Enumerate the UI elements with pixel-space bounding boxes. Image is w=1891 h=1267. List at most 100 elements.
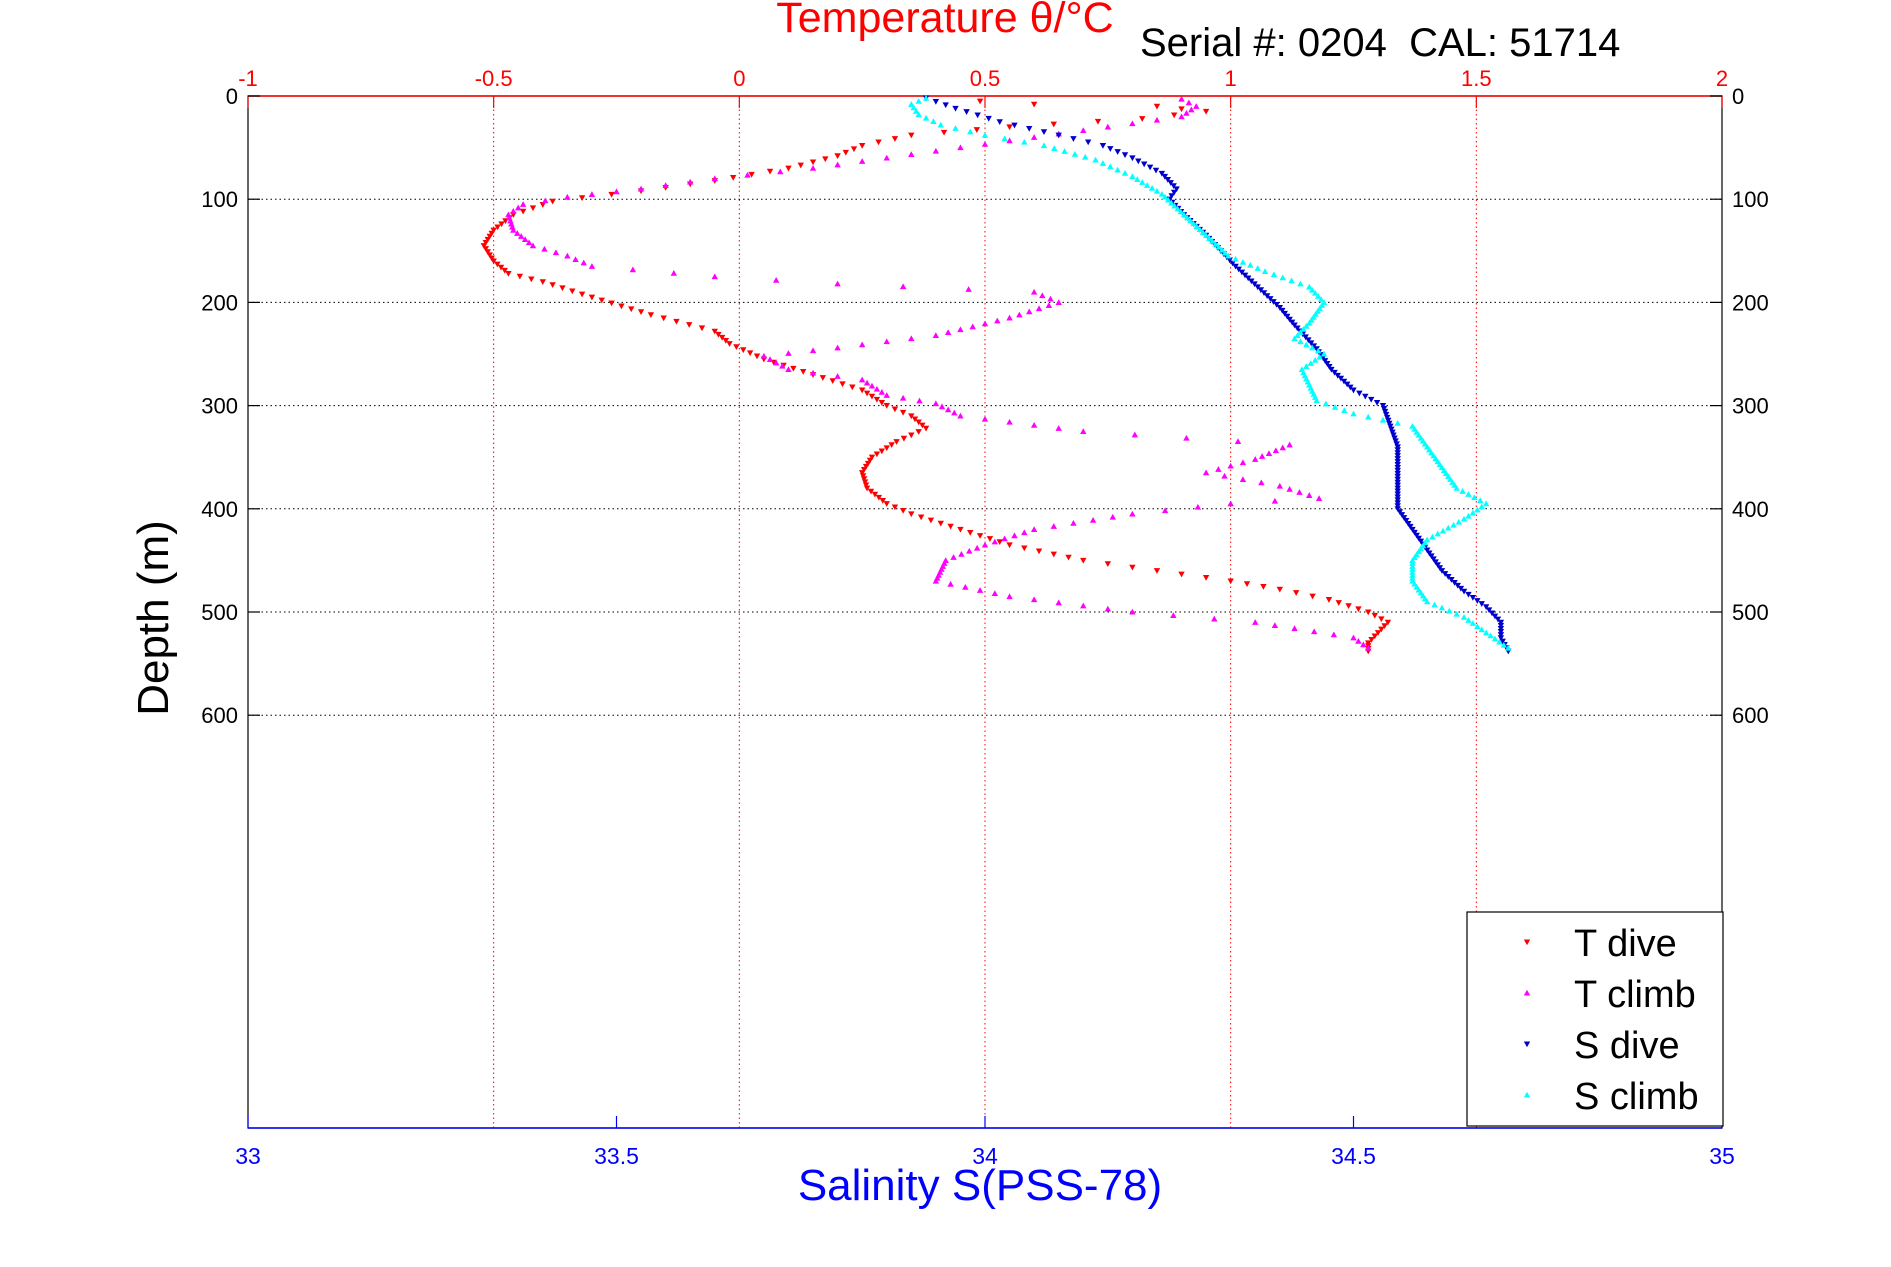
data-point <box>1304 378 1312 385</box>
data-point <box>1107 163 1114 170</box>
data-point <box>572 256 579 262</box>
data-point <box>1045 302 1053 309</box>
data-point <box>519 201 527 207</box>
data-point <box>932 577 940 584</box>
data-point <box>991 590 999 596</box>
depth-tick-label-right: 200 <box>1732 290 1769 315</box>
data-point <box>1383 414 1391 421</box>
data-point <box>539 279 546 285</box>
data-point <box>1006 124 1013 131</box>
data-point <box>1430 556 1437 563</box>
data-point <box>1291 625 1298 632</box>
data-point <box>1337 375 1345 382</box>
data-point <box>1387 423 1394 430</box>
data-point <box>1173 186 1180 193</box>
data-point <box>871 491 879 498</box>
depth-tick-label-left: 400 <box>201 497 238 522</box>
data-point <box>888 442 895 449</box>
data-point <box>718 334 726 341</box>
data-point <box>1436 461 1444 468</box>
data-point <box>891 136 899 142</box>
data-point <box>1491 613 1499 620</box>
data-point <box>1209 238 1216 244</box>
data-point <box>1449 479 1456 485</box>
data-point <box>899 283 907 290</box>
salinity-tick-label: 33.5 <box>594 1143 639 1169</box>
data-point <box>927 517 935 524</box>
data-point <box>1465 491 1472 497</box>
data-point <box>687 178 694 185</box>
data-point <box>867 488 875 495</box>
data-point <box>1183 434 1190 441</box>
data-point <box>1394 479 1401 486</box>
data-point <box>1316 353 1323 360</box>
data-point <box>868 382 876 389</box>
data-point <box>1417 538 1425 545</box>
data-point <box>875 494 883 501</box>
data-point <box>1424 547 1431 554</box>
data-point <box>1465 512 1472 519</box>
data-point <box>1379 416 1387 423</box>
depth-tick-label-right: 100 <box>1732 187 1769 212</box>
data-point <box>1227 462 1234 469</box>
data-point <box>922 425 930 432</box>
data-point <box>1180 211 1188 218</box>
data-point <box>1301 372 1309 379</box>
data-point <box>985 115 992 122</box>
depth-tick-label-left: 0 <box>226 84 238 109</box>
data-point <box>1006 418 1013 425</box>
data-point <box>965 286 972 292</box>
data-point <box>497 264 505 271</box>
data-point <box>1445 574 1452 580</box>
data-point <box>1320 350 1328 357</box>
data-point <box>1089 516 1097 523</box>
data-point <box>484 249 491 256</box>
depth-tick-label-right: 400 <box>1732 497 1769 522</box>
data-point <box>1311 356 1319 363</box>
data-point <box>618 303 625 310</box>
data-point <box>670 269 678 276</box>
data-point <box>1232 263 1239 270</box>
data-point <box>1129 510 1136 517</box>
data-point <box>822 156 829 163</box>
data-point <box>1394 485 1401 492</box>
data-point <box>613 188 620 195</box>
data-point <box>994 317 1001 324</box>
data-point <box>839 381 846 388</box>
data-point <box>521 236 529 243</box>
data-point <box>1193 103 1200 109</box>
data-point <box>862 463 870 470</box>
data-point <box>1225 252 1232 259</box>
data-point <box>937 121 944 128</box>
data-point <box>1413 583 1420 590</box>
data-point <box>809 369 817 376</box>
data-point <box>900 435 908 442</box>
data-point <box>498 221 505 228</box>
legend-marker <box>1523 939 1531 946</box>
data-point <box>480 243 488 249</box>
data-point <box>962 584 969 590</box>
data-point <box>1001 535 1008 542</box>
data-point <box>1419 437 1427 444</box>
data-point <box>873 451 881 458</box>
data-point <box>797 162 804 169</box>
data-point <box>1394 500 1401 507</box>
data-point <box>1055 299 1062 305</box>
data-point <box>501 267 508 274</box>
data-point <box>1185 99 1193 106</box>
data-point <box>859 473 867 479</box>
data-point <box>772 359 780 366</box>
data-point <box>819 375 827 381</box>
data-point <box>1260 583 1267 590</box>
data-point <box>760 352 768 359</box>
data-point <box>509 223 516 230</box>
data-point <box>494 261 501 268</box>
data-point <box>1306 319 1313 326</box>
data-point <box>883 501 890 507</box>
data-point <box>1229 260 1236 267</box>
data-point <box>1302 334 1309 341</box>
legend: T dive T climb S dive S climb <box>1466 911 1724 1127</box>
data-point <box>1286 316 1293 323</box>
data-point <box>1442 470 1450 476</box>
data-point <box>1394 473 1401 480</box>
